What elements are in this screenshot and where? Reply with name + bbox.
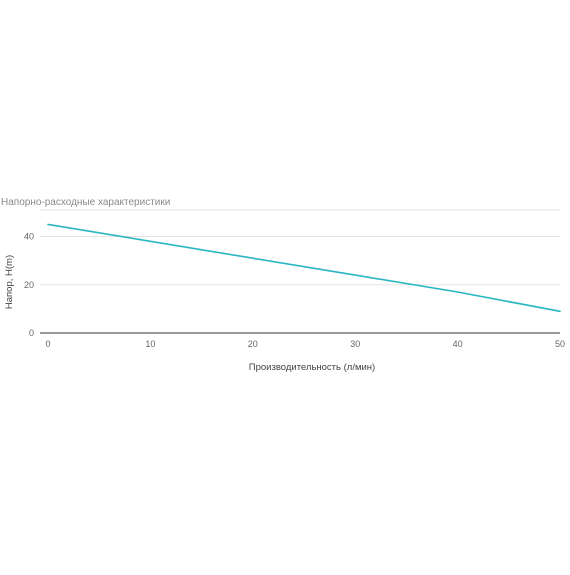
y-axis-title: Напор, H(m) xyxy=(4,255,15,309)
x-tick-label: 0 xyxy=(45,339,50,349)
x-tick-label: 40 xyxy=(453,339,463,349)
x-axis-ticks: 0 10 20 30 40 50 xyxy=(45,339,565,349)
y-tick-label: 40 xyxy=(24,232,34,242)
grid-layer xyxy=(40,209,560,334)
x-axis-title: Производительность (л/мин) xyxy=(249,362,375,373)
x-tick-label: 10 xyxy=(145,339,155,349)
y-tick-label: 0 xyxy=(29,328,34,338)
x-tick-label: 50 xyxy=(555,339,565,349)
series-layer xyxy=(47,223,561,313)
y-tick-label: 20 xyxy=(24,280,34,290)
chart-title: Напорно-расходные характеристики xyxy=(1,197,170,208)
x-tick-label: 20 xyxy=(248,339,258,349)
y-axis-ticks: 0 20 40 xyxy=(24,232,34,339)
series-line-1 xyxy=(47,223,561,313)
x-tick-label: 30 xyxy=(350,339,360,349)
